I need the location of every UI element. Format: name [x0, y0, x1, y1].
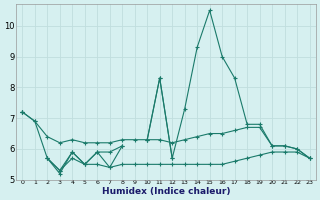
X-axis label: Humidex (Indice chaleur): Humidex (Indice chaleur) [102, 187, 230, 196]
